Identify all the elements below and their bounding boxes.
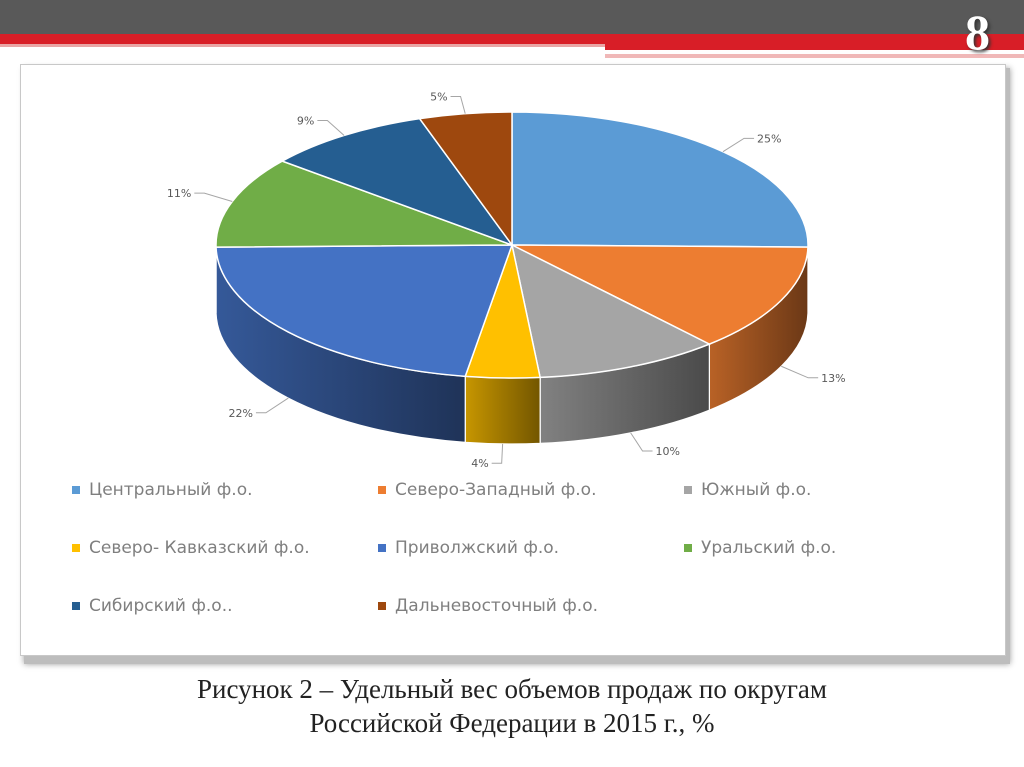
pie-leader-центральный-ф-о bbox=[722, 137, 755, 153]
pie-data-label-северо-западный-ф-о: 13% bbox=[821, 372, 845, 385]
caption-line-1: Рисунок 2 – Удельный вес объемов продаж … bbox=[196, 674, 828, 704]
pie-leader-южный-ф-о bbox=[630, 432, 653, 452]
legend-label: Приволжский ф.о. bbox=[395, 538, 560, 558]
pie-slice-северо-западный-ф-о bbox=[511, 244, 809, 345]
legend-label: Южный ф.о. bbox=[701, 480, 812, 500]
slide-number: 8 bbox=[965, 4, 990, 60]
legend-swatch bbox=[378, 602, 386, 610]
legend-item-северо-кавказский-ф-о: Северо- Кавказский ф.о. bbox=[72, 538, 310, 558]
pie-side-северо-кавказский-ф-о bbox=[464, 375, 541, 445]
pie-data-label-сибирский-ф-о: 9% bbox=[297, 114, 314, 127]
pie-leader-сибирский-ф-о bbox=[317, 119, 345, 136]
legend-swatch bbox=[72, 544, 80, 552]
legend-swatch bbox=[72, 602, 80, 610]
legend-label: Центральный ф.о. bbox=[89, 480, 253, 500]
pie-leader-уральский-ф-о bbox=[194, 192, 233, 202]
legend-swatch bbox=[684, 544, 692, 552]
legend-label: Дальневосточный ф.о. bbox=[395, 596, 599, 616]
pie-slice-центральный-ф-о bbox=[511, 111, 809, 248]
pie-data-label-уральский-ф-о: 11% bbox=[167, 187, 191, 200]
pie-slice-уральский-ф-о bbox=[215, 160, 513, 248]
pie-leader-северо-кавказский-ф-о bbox=[491, 443, 504, 464]
pie-leader-дальневосточный-ф-о bbox=[450, 96, 466, 114]
pie-slice-дальневосточный-ф-о bbox=[418, 111, 513, 248]
pie-leader-северо-западный-ф-о bbox=[781, 365, 819, 379]
header-red-stripe bbox=[0, 34, 1024, 44]
pie-slice-сибирский-ф-о bbox=[280, 117, 515, 247]
caption-line-2: Российской Федерации в 2015 г., % bbox=[309, 708, 715, 738]
legend-item-южный-ф-о: Южный ф.о. bbox=[684, 480, 811, 500]
legend-label: Уральский ф.о. bbox=[701, 538, 837, 558]
pie-data-labels: 25% 13% 10% 4% 22% 11% 9% 5% bbox=[167, 91, 846, 471]
legend-label: Северо-Западный ф.о. bbox=[395, 480, 597, 500]
legend-item-уральский-ф-о: Уральский ф.о. bbox=[684, 538, 836, 558]
legend-swatch bbox=[378, 486, 386, 494]
header-pink-line-right bbox=[605, 54, 1024, 58]
pie-data-label-центральный-ф-о: 25% bbox=[757, 132, 781, 145]
legend-swatch bbox=[684, 486, 692, 494]
legend-label: Сибирский ф.о.. bbox=[89, 596, 233, 616]
pie-slice-южный-ф-о bbox=[510, 243, 712, 379]
pie-data-label-южный-ф-о: 10% bbox=[656, 445, 680, 458]
pie-tops bbox=[215, 111, 809, 379]
pie-leader-приволжский-ф-о bbox=[255, 397, 289, 414]
figure-caption: Рисунок 2 – Удельный вес объемов продаж … bbox=[0, 672, 1024, 740]
legend-item-северо-западный-ф-о: Северо-Западный ф.о. bbox=[378, 480, 596, 500]
header-bar bbox=[0, 0, 1024, 34]
legend-item-сибирский-ф-о: Сибирский ф.о.. bbox=[72, 596, 233, 616]
pie-data-label-северо-кавказский-ф-о: 4% bbox=[471, 457, 488, 470]
header-pink-line bbox=[0, 44, 605, 47]
pie-slice-приволжский-ф-о bbox=[215, 244, 514, 378]
legend-item-центральный-ф-о: Центральный ф.о. bbox=[72, 480, 253, 500]
legend-swatch bbox=[378, 544, 386, 552]
pie-data-label-приволжский-ф-о: 22% bbox=[228, 407, 252, 420]
legend-item-приволжский-ф-о: Приволжский ф.о. bbox=[378, 538, 559, 558]
legend-swatch bbox=[72, 486, 80, 494]
pie-data-label-дальневосточный-ф-о: 5% bbox=[430, 91, 447, 104]
legend-label: Северо- Кавказский ф.о. bbox=[89, 538, 310, 558]
legend-item-дальневосточный-ф-о: Дальневосточный ф.о. bbox=[378, 596, 598, 616]
pie-sides bbox=[215, 244, 809, 445]
header-red-stripe-right bbox=[605, 44, 1024, 50]
